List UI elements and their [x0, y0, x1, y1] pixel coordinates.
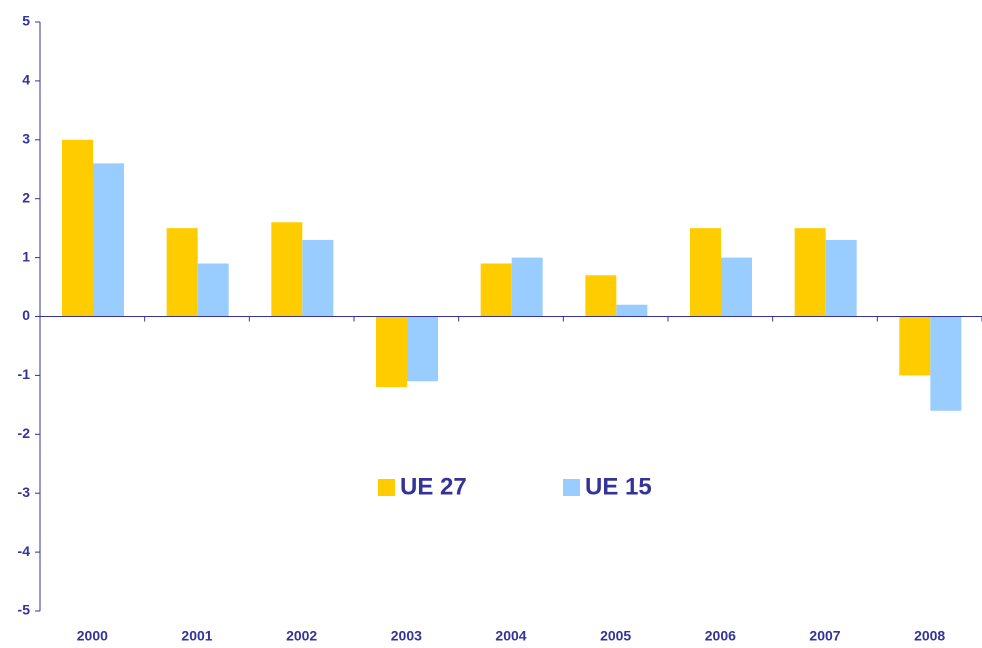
- bar: [511, 257, 543, 317]
- bar: [93, 163, 124, 317]
- x-tick-label: 2000: [77, 628, 108, 644]
- y-tick-label: 4: [22, 72, 30, 88]
- y-tick-label: -5: [18, 602, 31, 618]
- legend-label: UE 27: [400, 473, 467, 500]
- x-tick-label: 2006: [705, 628, 736, 644]
- bar: [690, 228, 721, 317]
- bar: [376, 316, 407, 388]
- y-tick-label: 3: [22, 131, 30, 147]
- y-tick-label: -4: [18, 543, 31, 559]
- bar: [616, 304, 648, 317]
- bar: [166, 228, 198, 317]
- bar: [585, 275, 617, 317]
- legend-swatch: [378, 479, 395, 496]
- y-tick-label: -3: [18, 484, 31, 500]
- x-tick-label: 2002: [286, 628, 317, 644]
- bar: [407, 316, 438, 382]
- x-tick-label: 2005: [600, 628, 631, 644]
- bar: [794, 228, 826, 317]
- bar: [197, 263, 229, 317]
- bar: [721, 257, 752, 317]
- y-tick-label: 2: [22, 189, 30, 205]
- bar: [271, 222, 303, 317]
- y-tick-label: -2: [18, 425, 31, 441]
- y-tick-label: 1: [22, 248, 30, 264]
- bar: [899, 316, 931, 376]
- y-tick-label: -1: [18, 366, 31, 382]
- bar: [930, 316, 962, 411]
- legend-swatch: [563, 479, 580, 496]
- y-tick-label: 0: [22, 307, 30, 323]
- x-tick-label: 2007: [809, 628, 840, 644]
- x-tick-label: 2003: [391, 628, 422, 644]
- x-tick-label: 2004: [495, 628, 526, 644]
- bar: [480, 263, 512, 317]
- x-tick-label: 2008: [914, 628, 945, 644]
- bar: [302, 239, 334, 317]
- y-tick-label: 5: [22, 13, 30, 29]
- legend-label: UE 15: [585, 473, 652, 500]
- bar: [62, 139, 93, 317]
- bar: [825, 239, 857, 317]
- x-tick-label: 2001: [181, 628, 212, 644]
